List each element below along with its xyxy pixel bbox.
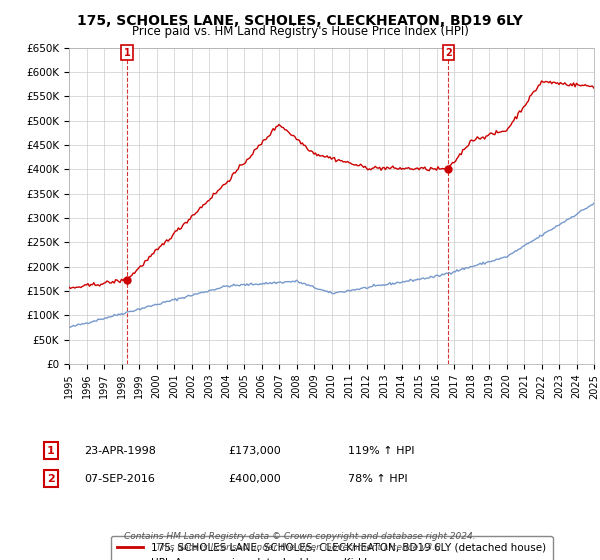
Text: £173,000: £173,000: [228, 446, 281, 456]
Text: 1: 1: [124, 48, 130, 58]
Text: 23-APR-1998: 23-APR-1998: [84, 446, 156, 456]
Text: 2: 2: [47, 474, 55, 484]
Legend: 175, SCHOLES LANE, SCHOLES, CLECKHEATON, BD19 6LY (detached house), HPI: Average: 175, SCHOLES LANE, SCHOLES, CLECKHEATON,…: [110, 536, 553, 560]
Text: 2: 2: [445, 48, 452, 58]
Text: Contains HM Land Registry data © Crown copyright and database right 2024.
This d: Contains HM Land Registry data © Crown c…: [124, 532, 476, 552]
Text: 175, SCHOLES LANE, SCHOLES, CLECKHEATON, BD19 6LY: 175, SCHOLES LANE, SCHOLES, CLECKHEATON,…: [77, 14, 523, 28]
Text: 1: 1: [47, 446, 55, 456]
Text: Price paid vs. HM Land Registry's House Price Index (HPI): Price paid vs. HM Land Registry's House …: [131, 25, 469, 38]
Text: 78% ↑ HPI: 78% ↑ HPI: [348, 474, 407, 484]
Text: £400,000: £400,000: [228, 474, 281, 484]
Text: 119% ↑ HPI: 119% ↑ HPI: [348, 446, 415, 456]
Text: 07-SEP-2016: 07-SEP-2016: [84, 474, 155, 484]
